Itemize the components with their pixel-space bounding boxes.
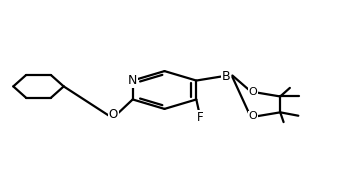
Text: N: N	[128, 74, 137, 87]
Text: O: O	[248, 111, 257, 121]
Text: B: B	[222, 69, 230, 83]
Text: O: O	[248, 87, 257, 97]
Text: O: O	[109, 108, 118, 121]
Text: F: F	[196, 111, 203, 124]
